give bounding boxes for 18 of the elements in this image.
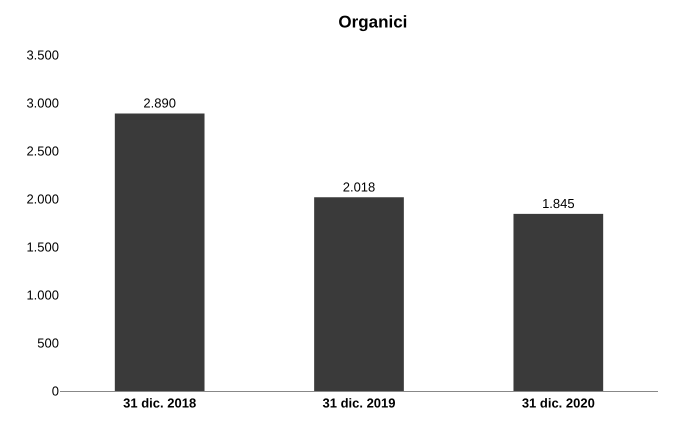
x-tick-label: 31 dic. 2019 (322, 396, 396, 411)
y-tick-label: 1.000 (26, 288, 59, 303)
bar (513, 214, 604, 391)
chart-title: Organici (338, 12, 408, 32)
y-tick-label: 2.000 (26, 192, 59, 207)
bar (314, 197, 404, 391)
y-tick-label: 500 (37, 336, 59, 351)
x-tick-label: 31 dic. 2020 (522, 396, 595, 411)
data-label: 2.890 (143, 96, 176, 111)
y-tick-label: 3.000 (26, 96, 59, 111)
y-tick-label: 1.500 (26, 240, 59, 255)
data-label: 1.845 (542, 196, 575, 211)
y-tick-label: 3.500 (26, 48, 59, 63)
y-tick-label: 2.500 (26, 144, 59, 159)
bar (114, 114, 205, 391)
x-tick-label: 31 dic. 2018 (123, 396, 196, 411)
y-tick-label: 0 (52, 384, 59, 399)
data-label: 2.018 (342, 179, 376, 194)
